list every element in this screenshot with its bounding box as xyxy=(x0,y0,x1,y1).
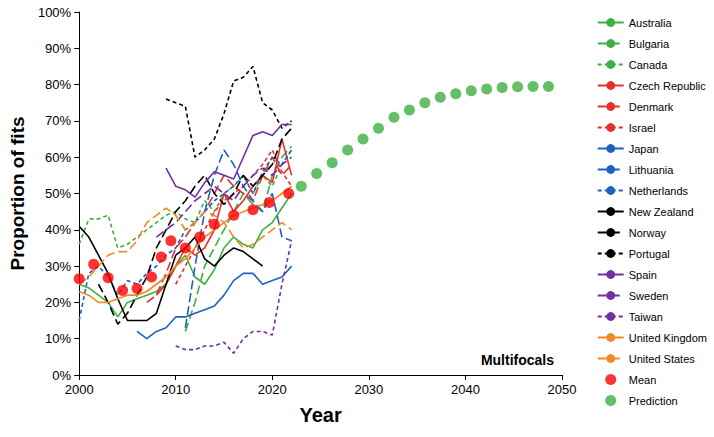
svg-text:40%: 40% xyxy=(45,222,71,237)
svg-text:2000: 2000 xyxy=(65,382,94,397)
svg-text:Netherlands: Netherlands xyxy=(629,185,689,197)
svg-text:10%: 10% xyxy=(45,331,71,346)
svg-text:Prediction: Prediction xyxy=(629,395,678,407)
svg-text:2020: 2020 xyxy=(258,382,287,397)
svg-text:Spain: Spain xyxy=(629,269,657,281)
svg-text:Year: Year xyxy=(299,404,341,426)
svg-text:30%: 30% xyxy=(45,259,71,274)
svg-text:Sweden: Sweden xyxy=(629,290,669,302)
svg-text:Australia: Australia xyxy=(629,17,673,29)
svg-text:Bulgaria: Bulgaria xyxy=(629,38,670,50)
svg-text:Denmark: Denmark xyxy=(629,101,674,113)
svg-text:Portugal: Portugal xyxy=(629,248,670,260)
svg-text:50%: 50% xyxy=(45,186,71,201)
svg-text:90%: 90% xyxy=(45,41,71,56)
svg-text:United Kingdom: United Kingdom xyxy=(629,332,707,344)
svg-text:Czech Republic: Czech Republic xyxy=(629,80,707,92)
svg-text:Norway: Norway xyxy=(629,227,667,239)
svg-text:Multifocals: Multifocals xyxy=(481,352,554,368)
svg-text:2040: 2040 xyxy=(451,382,480,397)
svg-text:2010: 2010 xyxy=(161,382,190,397)
svg-text:United States: United States xyxy=(629,353,696,365)
svg-text:20%: 20% xyxy=(45,295,71,310)
svg-text:Canada: Canada xyxy=(629,59,668,71)
svg-text:Mean: Mean xyxy=(629,374,657,386)
svg-text:0%: 0% xyxy=(52,368,71,383)
svg-text:80%: 80% xyxy=(45,77,71,92)
svg-text:60%: 60% xyxy=(45,150,71,165)
svg-text:New Zealand: New Zealand xyxy=(629,206,694,218)
svg-text:Lithuania: Lithuania xyxy=(629,164,675,176)
svg-text:Proportion of fits: Proportion of fits xyxy=(7,116,28,270)
svg-text:70%: 70% xyxy=(45,113,71,128)
svg-text:Israel: Israel xyxy=(629,122,656,134)
svg-text:Taiwan: Taiwan xyxy=(629,311,663,323)
svg-text:2030: 2030 xyxy=(354,382,383,397)
svg-text:Japan: Japan xyxy=(629,143,659,155)
svg-text:100%: 100% xyxy=(38,5,72,20)
svg-text:2050: 2050 xyxy=(548,382,577,397)
